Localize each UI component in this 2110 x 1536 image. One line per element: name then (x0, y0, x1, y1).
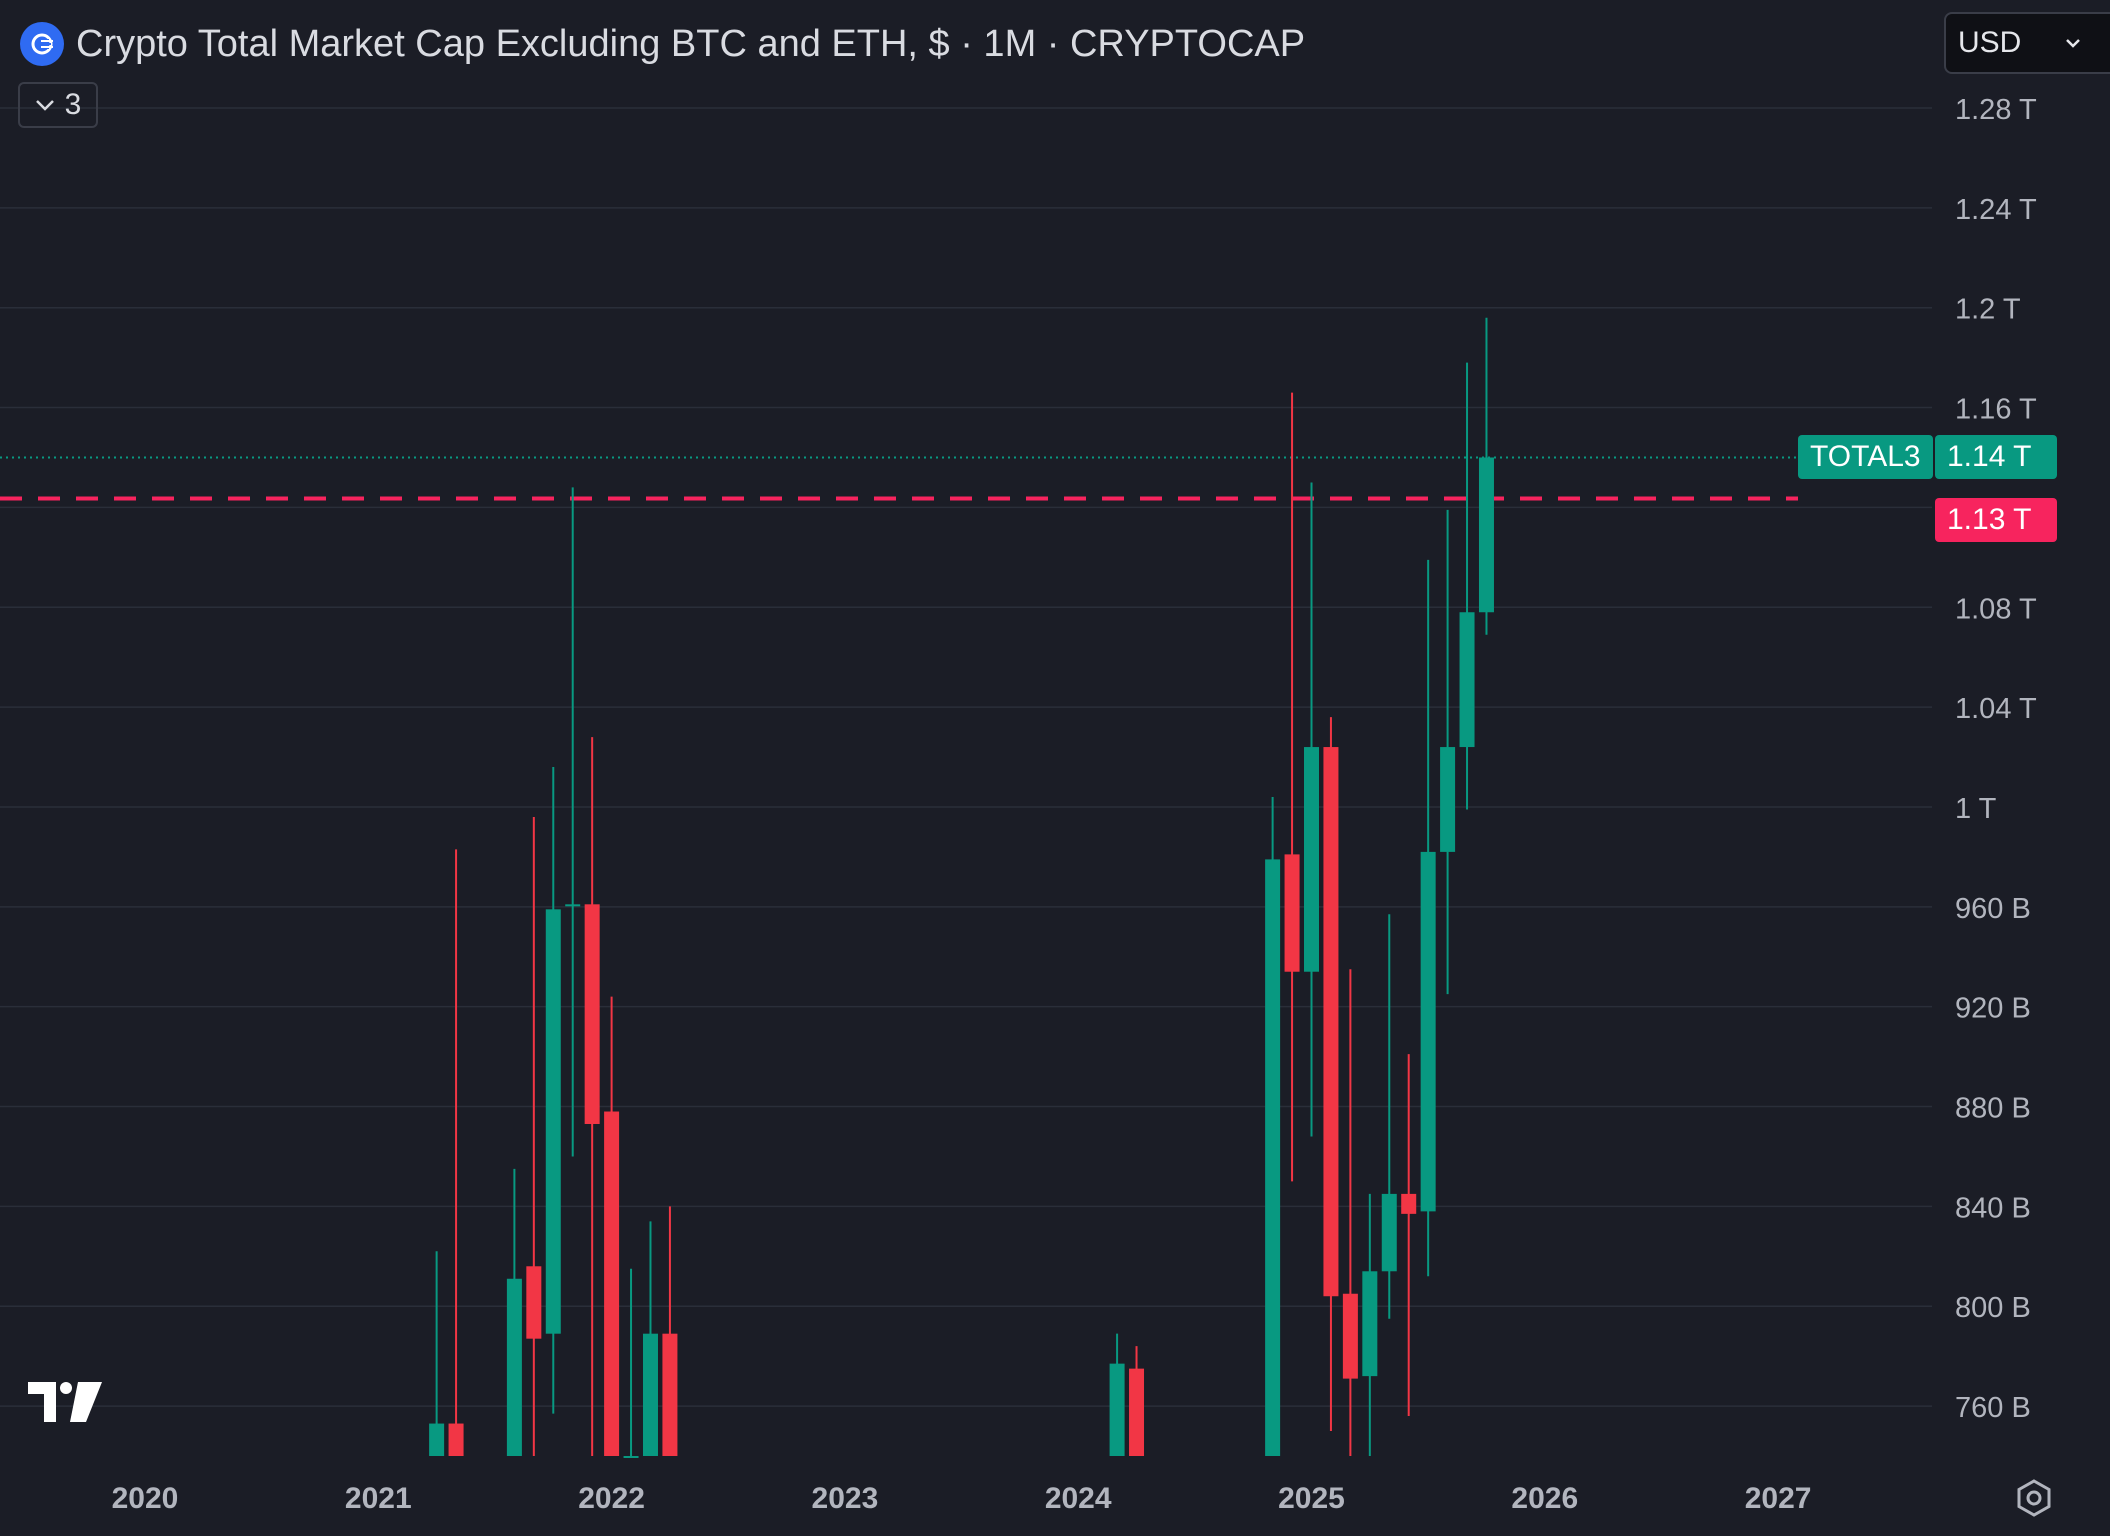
x-tick-label: 2026 (1511, 1482, 1578, 1515)
currency-select[interactable]: USD (1944, 12, 2110, 74)
candle-body[interactable] (642, 1333, 658, 1456)
candle-body[interactable] (1109, 1363, 1125, 1456)
y-tick-label: 880 B (1955, 1093, 2031, 1125)
x-tick-label: 2021 (345, 1482, 412, 1515)
candle-body[interactable] (429, 1423, 445, 1456)
symbol-label: TOTAL3 (1798, 435, 1933, 480)
candle-body[interactable] (1440, 747, 1456, 852)
candle-body[interactable] (662, 1333, 678, 1456)
line-price-label: 1.13 T (1935, 498, 2057, 543)
y-tick-label: 1.08 T (1955, 593, 2037, 625)
candles[interactable] (429, 317, 1494, 1458)
y-tick-label: 1.24 T (1955, 194, 2037, 226)
candle-body[interactable] (604, 1111, 620, 1456)
x-tick-label: 2020 (112, 1482, 179, 1515)
candle-body[interactable] (584, 904, 600, 1124)
y-tick-label: 920 B (1955, 993, 2031, 1025)
x-tick-label: 2027 (1745, 1482, 1812, 1515)
x-tick-label: 2025 (1278, 1482, 1345, 1515)
candle-body[interactable] (1459, 612, 1475, 748)
candle-body[interactable] (1478, 457, 1494, 613)
tradingview-logo-icon (26, 1380, 104, 1429)
last-price-label: 1.14 T (1935, 435, 2057, 480)
candle-body[interactable] (545, 909, 561, 1334)
candle-body[interactable] (1401, 1193, 1417, 1214)
y-tick-label: 800 B (1955, 1292, 2031, 1324)
chart-title: Crypto Total Market Cap Excluding BTC an… (76, 22, 1306, 65)
y-tick-label: 1.28 T (1955, 94, 2037, 126)
grid-lines (0, 107, 1932, 1407)
y-tick-label: 960 B (1955, 893, 2031, 925)
candle-body[interactable] (565, 904, 581, 907)
y-tick-label: 1.16 T (1955, 394, 2037, 426)
x-tick-label: 2022 (578, 1482, 645, 1515)
candle-body[interactable] (1265, 859, 1281, 1456)
y-tick-label: 760 B (1955, 1392, 2031, 1424)
x-tick-label: 2023 (812, 1482, 879, 1515)
price-axis[interactable]: 760 B 800 B 840 B 880 B 920 B 960 B 1 T 1.04 T 1… (1955, 94, 2037, 1424)
candle-body[interactable] (1323, 747, 1339, 1297)
y-tick-label: 1.2 T (1955, 294, 2021, 326)
candle-body[interactable] (1381, 1193, 1397, 1272)
x-tick-label: 2024 (1045, 1482, 1112, 1515)
candle-body[interactable] (1129, 1368, 1145, 1456)
settings-gear-icon[interactable] (2014, 1478, 2054, 1523)
candle-body[interactable] (506, 1278, 522, 1456)
candle-body[interactable] (526, 1266, 542, 1339)
candle-body[interactable] (1284, 854, 1300, 972)
indicators-count: 3 (64, 88, 82, 121)
time-axis[interactable]: 2020 2021 2022 2023 2024 2025 2026 2027 (112, 1482, 1812, 1515)
candle-body[interactable] (1362, 1271, 1378, 1377)
cryptocap-logo-icon (20, 22, 64, 66)
y-tick-label: 840 B (1955, 1192, 2031, 1224)
candle-body[interactable] (623, 1456, 639, 1458)
price-lines (0, 456, 1798, 501)
y-tick-label: 1.04 T (1955, 693, 2037, 725)
indicators-collapse-button[interactable]: 3 (18, 82, 98, 128)
currency-value: USD (1958, 26, 2022, 59)
chevron-down-icon (35, 100, 54, 111)
y-tick-label: 1 T (1955, 793, 1997, 825)
candle-body[interactable] (448, 1423, 464, 1456)
candle-body[interactable] (1342, 1293, 1358, 1379)
candle-body[interactable] (1420, 851, 1436, 1212)
chevron-down-icon (2066, 39, 2080, 48)
chart-header: Crypto Total Market Cap Excluding BTC an… (20, 20, 1305, 68)
candle-body[interactable] (1304, 747, 1319, 972)
